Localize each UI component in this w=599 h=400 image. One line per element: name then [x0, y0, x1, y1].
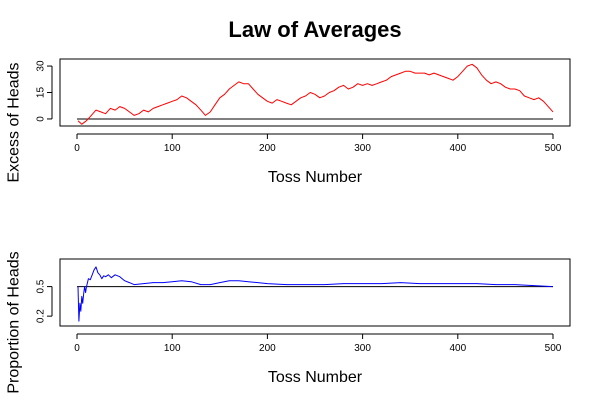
- figure-title: Law of Averages: [228, 17, 401, 42]
- proportion-y-axis-title: Proportion of Heads: [6, 251, 23, 393]
- proportion-x-axis-title: Toss Number: [268, 369, 363, 386]
- proportion-y-tick-label: 0.2: [36, 309, 47, 323]
- proportion-plot-frame: [59, 258, 571, 327]
- proportion-x-tick-label: 500: [545, 343, 562, 354]
- proportion-of-heads-panel: 0 100 200 300 400 500 0.2 0.5 Toss Number Proport…: [6, 251, 571, 394]
- proportion-x-tick-label: 0: [74, 343, 80, 354]
- proportion-series-line: [77, 266, 554, 322]
- proportion-x-tick-label: 400: [449, 343, 466, 354]
- excess-y-tick-label: 0: [36, 116, 47, 122]
- excess-of-heads-panel: 0 100 200 300 400 500 0 15 30 Toss Number Excess o…: [6, 58, 571, 186]
- excess-x-tick-label: 400: [449, 143, 466, 154]
- excess-x-axis-title: Toss Number: [268, 169, 363, 186]
- excess-y-axis-title: Excess of Heads: [6, 62, 23, 182]
- excess-y-tick-label: 15: [36, 87, 47, 99]
- excess-series-line: [77, 63, 554, 125]
- excess-x-tick-label: 300: [354, 143, 371, 154]
- excess-y-tick-label: 30: [36, 60, 47, 72]
- proportion-x-tick-label: 200: [259, 343, 276, 354]
- excess-x-tick-label: 100: [164, 143, 181, 154]
- excess-x-tick-label: 500: [545, 143, 562, 154]
- proportion-y-tick-label: 0.5: [36, 279, 47, 293]
- proportion-x-tick-label: 100: [164, 343, 181, 354]
- proportion-x-tick-label: 300: [354, 343, 371, 354]
- excess-x-tick-label: 0: [74, 143, 80, 154]
- excess-plot-frame: [59, 58, 571, 127]
- excess-x-tick-label: 200: [259, 143, 276, 154]
